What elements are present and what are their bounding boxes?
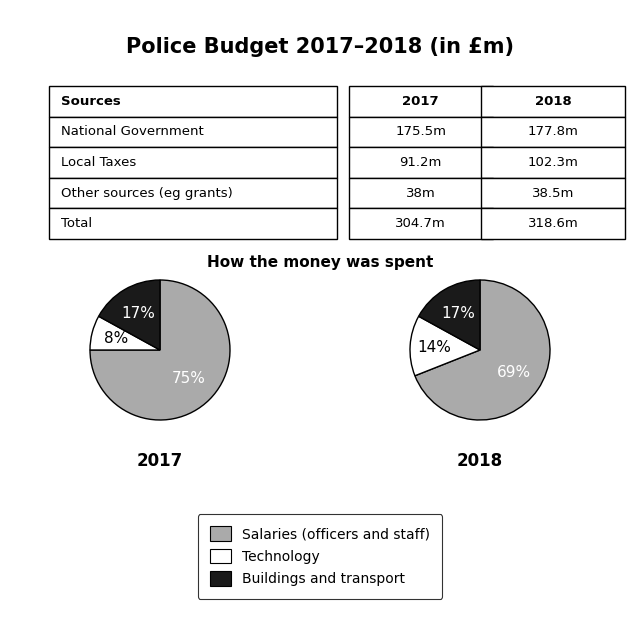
Text: Other sources (eg grants): Other sources (eg grants)	[61, 187, 232, 199]
Wedge shape	[410, 316, 480, 376]
Text: 69%: 69%	[497, 366, 531, 381]
Text: Sources: Sources	[61, 95, 120, 108]
Text: How the money was spent: How the money was spent	[207, 255, 433, 270]
Text: 2018: 2018	[535, 95, 572, 108]
Text: 2018: 2018	[457, 451, 503, 469]
Bar	[481, 147, 625, 178]
Text: 2017: 2017	[403, 95, 439, 108]
Bar	[349, 209, 493, 239]
Text: Total: Total	[61, 217, 92, 230]
Bar	[349, 116, 493, 147]
Bar	[481, 209, 625, 239]
Wedge shape	[90, 316, 160, 350]
Text: National Government: National Government	[61, 126, 204, 138]
Wedge shape	[99, 280, 160, 350]
Text: 14%: 14%	[418, 339, 452, 354]
Bar	[49, 147, 337, 178]
Text: 175.5m: 175.5m	[396, 126, 446, 138]
Text: 91.2m: 91.2m	[399, 156, 442, 169]
Bar	[49, 116, 337, 147]
Bar	[481, 86, 625, 116]
Text: 17%: 17%	[442, 306, 476, 321]
Bar	[481, 177, 625, 209]
Wedge shape	[419, 280, 480, 350]
Text: 2017: 2017	[137, 451, 183, 469]
Bar	[349, 86, 493, 116]
Text: 17%: 17%	[122, 306, 156, 321]
Text: 177.8m: 177.8m	[528, 126, 579, 138]
Text: 38m: 38m	[406, 187, 436, 199]
Legend: Salaries (officers and staff), Technology, Buildings and transport: Salaries (officers and staff), Technolog…	[198, 514, 442, 599]
Bar	[49, 209, 337, 239]
Wedge shape	[415, 280, 550, 420]
Text: 102.3m: 102.3m	[528, 156, 579, 169]
Text: Local Taxes: Local Taxes	[61, 156, 136, 169]
Bar	[349, 177, 493, 209]
Bar	[481, 116, 625, 147]
Text: 304.7m: 304.7m	[396, 217, 446, 230]
Text: 8%: 8%	[104, 331, 128, 346]
Bar	[49, 177, 337, 209]
Text: 38.5m: 38.5m	[532, 187, 575, 199]
Bar	[49, 86, 337, 116]
Bar	[349, 147, 493, 178]
Text: 318.6m: 318.6m	[528, 217, 579, 230]
Text: Police Budget 2017–2018 (in £m): Police Budget 2017–2018 (in £m)	[126, 37, 514, 57]
Text: 75%: 75%	[172, 371, 205, 386]
Wedge shape	[90, 280, 230, 420]
